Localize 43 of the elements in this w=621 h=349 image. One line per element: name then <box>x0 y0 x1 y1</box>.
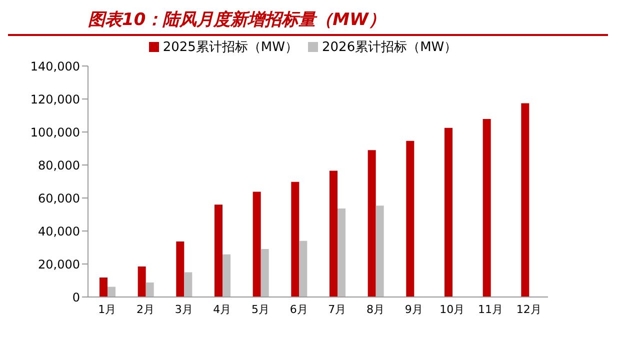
bar <box>184 272 192 297</box>
bar <box>100 278 108 297</box>
x-tick-label: 7月 <box>328 302 346 316</box>
bar <box>299 240 308 297</box>
x-tick-label: 5月 <box>252 302 270 316</box>
bar <box>146 282 154 297</box>
bar <box>176 242 184 297</box>
y-tick-label: 20,000 <box>38 257 80 272</box>
bar <box>482 118 491 297</box>
bar <box>330 170 338 297</box>
bar <box>260 248 269 297</box>
x-tick-label: 8月 <box>366 302 384 316</box>
x-tick-label: 3月 <box>174 302 193 316</box>
bar <box>291 182 300 297</box>
x-tick-label: 12月 <box>516 302 542 316</box>
x-tick-label: 10月 <box>440 302 465 316</box>
bar <box>108 286 116 297</box>
x-tick-label: 1月 <box>98 302 116 316</box>
bar <box>376 206 384 297</box>
chart-title: 图表10：陆风月度新增招标量（MW） <box>8 8 608 36</box>
bar <box>222 254 230 297</box>
legend-label: 2025累计招标（MW） <box>162 40 298 55</box>
x-tick-label: 4月 <box>213 302 232 316</box>
y-tick-label: 140,000 <box>30 59 80 74</box>
bar <box>444 128 452 297</box>
x-tick-label: 11月 <box>478 302 503 316</box>
bar <box>252 192 261 297</box>
bar <box>406 140 414 297</box>
bar <box>368 150 376 297</box>
bar <box>338 208 346 297</box>
y-tick-label: 40,000 <box>38 224 80 238</box>
bar <box>138 266 146 297</box>
y-tick-label: 120,000 <box>30 92 80 106</box>
y-tick-label: 0 <box>72 290 80 304</box>
legend-label: 2026累计招标（MW） <box>322 40 458 55</box>
bar <box>521 103 530 297</box>
y-tick-label: 60,000 <box>38 191 80 206</box>
x-tick-label: 6月 <box>290 302 308 316</box>
x-tick-label: 2月 <box>136 302 154 316</box>
y-tick-label: 100,000 <box>30 125 80 140</box>
x-tick-label: 9月 <box>404 302 423 316</box>
y-tick-label: 80,000 <box>38 158 80 172</box>
bar <box>214 204 222 297</box>
